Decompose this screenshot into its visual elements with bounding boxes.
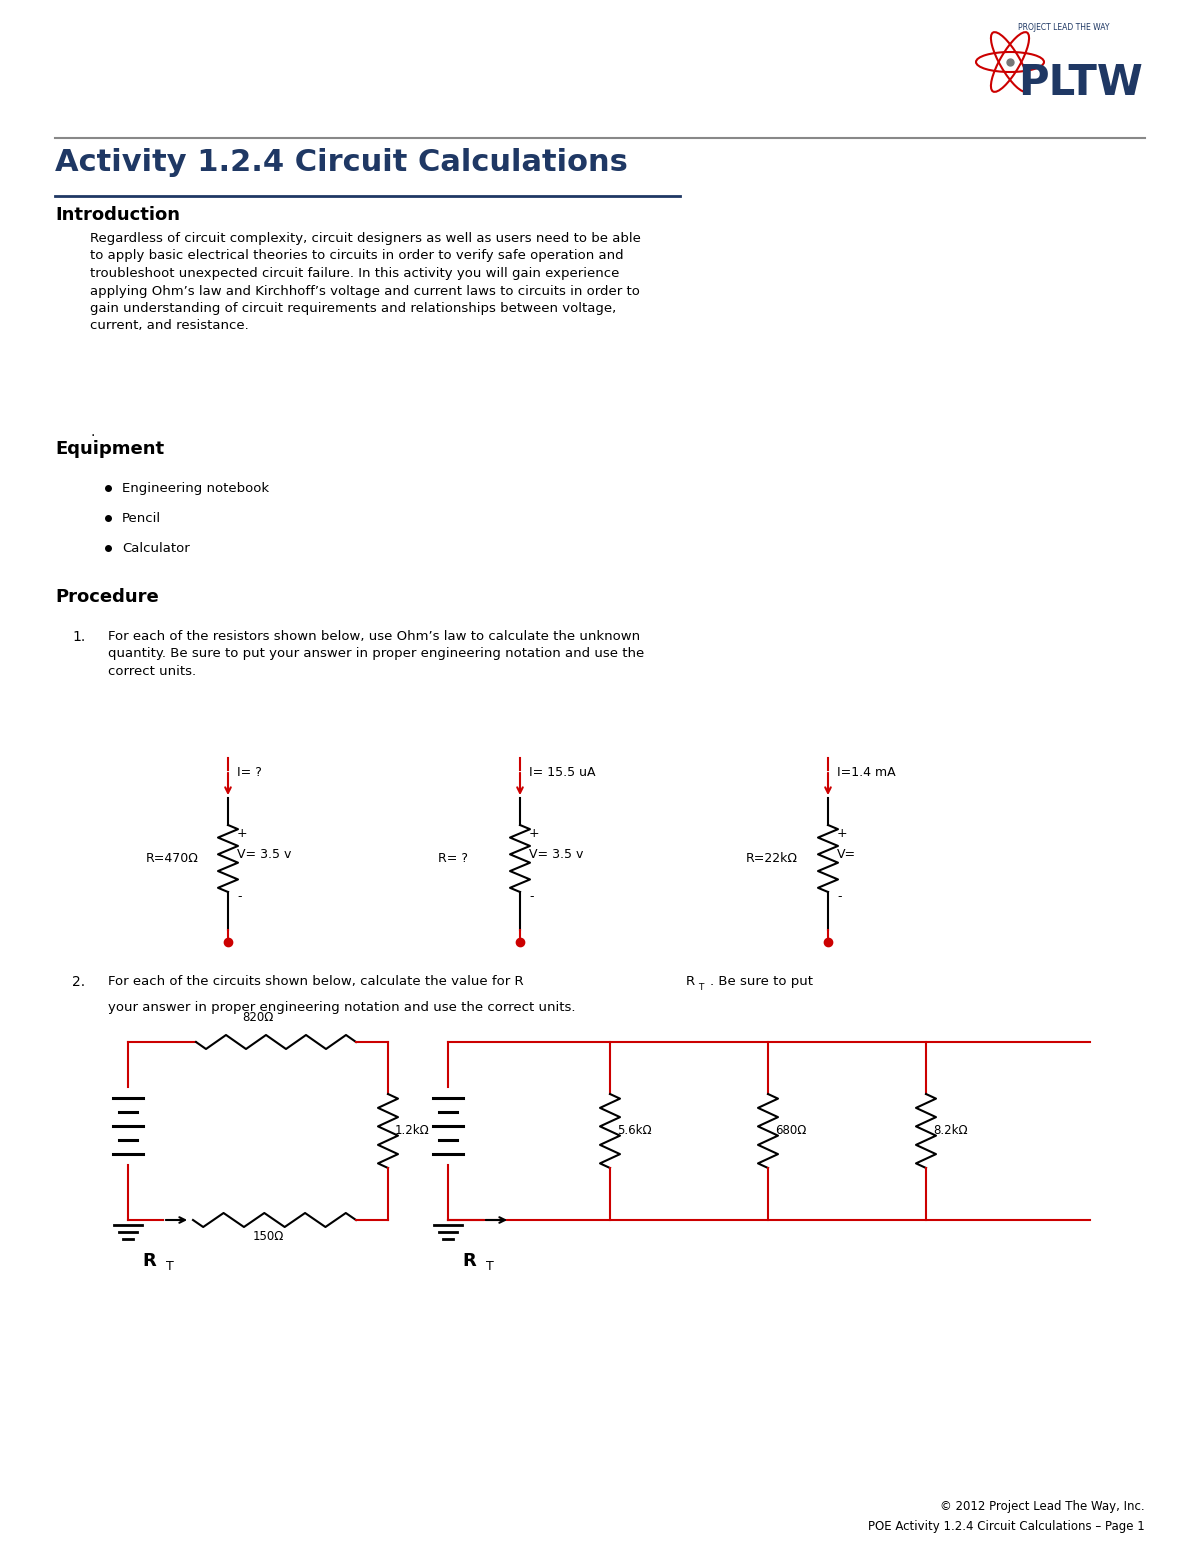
Text: R: R <box>142 1252 156 1270</box>
Text: 5.6kΩ: 5.6kΩ <box>617 1124 652 1137</box>
Text: +: + <box>529 828 540 840</box>
Text: PROJECT LEAD THE WAY: PROJECT LEAD THE WAY <box>1018 23 1110 33</box>
Text: I= 15.5 uA: I= 15.5 uA <box>529 766 595 780</box>
Text: R= ?: R= ? <box>438 851 468 865</box>
Text: 680Ω: 680Ω <box>775 1124 806 1137</box>
Text: . Be sure to put: . Be sure to put <box>710 975 814 988</box>
Text: 2.: 2. <box>72 975 85 989</box>
Text: +: + <box>838 828 847 840</box>
Text: PLTW: PLTW <box>1018 62 1142 104</box>
Text: V= 3.5 v: V= 3.5 v <box>529 848 583 860</box>
Text: Calculator: Calculator <box>122 542 190 554</box>
Text: R: R <box>686 975 695 988</box>
Text: T: T <box>486 1259 493 1273</box>
Text: T: T <box>166 1259 174 1273</box>
Text: -: - <box>529 890 534 902</box>
Text: .: . <box>90 426 95 439</box>
Text: I= ?: I= ? <box>238 766 262 780</box>
Text: R=470Ω: R=470Ω <box>146 851 199 865</box>
Text: V=: V= <box>838 848 856 860</box>
Text: Procedure: Procedure <box>55 589 158 606</box>
Text: POE Activity 1.2.4 Circuit Calculations – Page 1: POE Activity 1.2.4 Circuit Calculations … <box>869 1520 1145 1533</box>
Text: Pencil: Pencil <box>122 512 161 525</box>
Text: I=1.4 mA: I=1.4 mA <box>838 766 895 780</box>
Text: 1.2kΩ: 1.2kΩ <box>395 1124 430 1137</box>
Text: your answer in proper engineering notation and use the correct units.: your answer in proper engineering notati… <box>108 1002 576 1014</box>
Text: R=22kΩ: R=22kΩ <box>746 851 798 865</box>
Text: Equipment: Equipment <box>55 439 164 458</box>
Text: 820Ω: 820Ω <box>242 1011 274 1023</box>
Text: For each of the circuits shown below, calculate the value for R: For each of the circuits shown below, ca… <box>108 975 523 988</box>
Text: -: - <box>838 890 841 902</box>
Text: +: + <box>238 828 247 840</box>
Text: Regardless of circuit complexity, circuit designers as well as users need to be : Regardless of circuit complexity, circui… <box>90 231 641 332</box>
Text: Activity 1.2.4 Circuit Calculations: Activity 1.2.4 Circuit Calculations <box>55 148 628 177</box>
Text: V= 3.5 v: V= 3.5 v <box>238 848 292 860</box>
Text: R: R <box>462 1252 475 1270</box>
Text: 8.2kΩ: 8.2kΩ <box>934 1124 967 1137</box>
Text: T: T <box>698 983 703 992</box>
Text: 1.: 1. <box>72 631 85 644</box>
Text: -: - <box>238 890 241 902</box>
Text: Introduction: Introduction <box>55 207 180 224</box>
Text: 150Ω: 150Ω <box>252 1230 283 1242</box>
Text: For each of the resistors shown below, use Ohm’s law to calculate the unknown
qu: For each of the resistors shown below, u… <box>108 631 644 679</box>
Text: Engineering notebook: Engineering notebook <box>122 481 269 495</box>
Text: © 2012 Project Lead The Way, Inc.: © 2012 Project Lead The Way, Inc. <box>941 1500 1145 1513</box>
